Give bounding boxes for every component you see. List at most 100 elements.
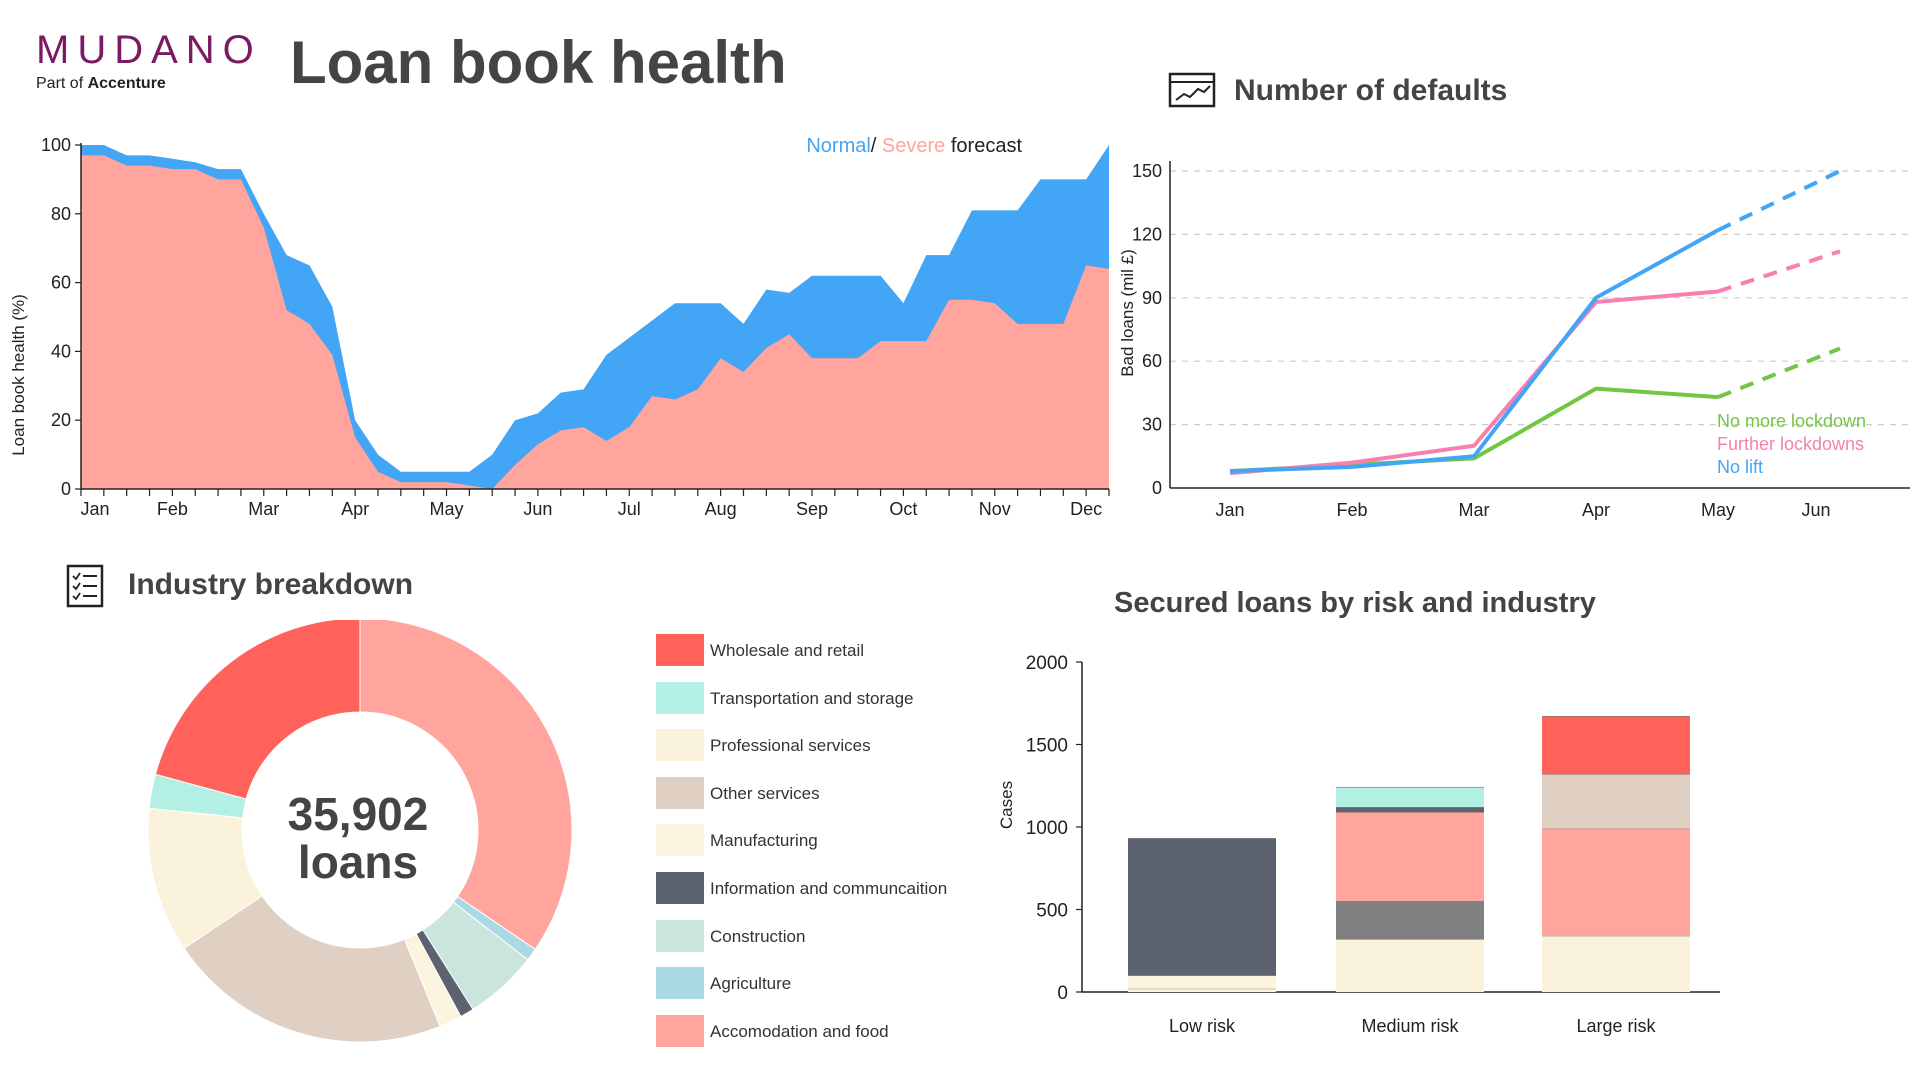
defaults-x-tick-label: Jan [1215,500,1244,520]
industry-donut-chart [147,620,573,1043]
health-y-tick-label: 0 [61,479,71,499]
defaults-x-tick-label: Mar [1459,500,1490,520]
health-x-tick-label: Feb [157,499,188,519]
health-legend-sep: / [871,135,882,157]
health-legend-normal: Normal [806,135,870,157]
health-x-tick-label: Dec [1070,499,1102,519]
legend-label: Construction [710,926,806,946]
health-x-tick-label: Oct [889,499,917,519]
legend-label: Other services [710,783,820,803]
secured-bar-segment [1128,975,1276,989]
secured-x-tick-label: Large risk [1576,1016,1656,1036]
defaults-title: Number of defaults [1234,74,1508,107]
secured-y-tick-label: 500 [1036,901,1068,922]
secured-bar-segment [1542,774,1690,829]
health-x-tick-label: Jan [80,499,109,519]
health-x-tick-label: Apr [341,499,369,519]
health-series-severe [81,155,1109,489]
legend-swatch [656,776,704,809]
secured-bar-segment [1542,935,1690,992]
donut-total-unit: loans [297,836,419,888]
legend-label: Professional services [710,736,871,756]
health-legend: Normal/ Severe forecast [806,135,1022,157]
legend-swatch [656,681,704,714]
defaults-x-tick-label: Jun [1801,500,1830,520]
secured-x-tick-label: Medium risk [1361,1016,1459,1036]
legend-swatch [656,729,704,762]
defaults-series-line [1229,289,1719,476]
donut-slice [359,620,573,951]
secured-bar-segment [1336,939,1484,992]
legend-swatch [656,967,704,1000]
health-x-tick-label: May [430,499,464,519]
legend-label: Accomodation and food [710,1021,889,1041]
secured-bar-segment [1336,901,1484,940]
defaults-series-forecast [1717,346,1841,399]
secured-bar-segment [1336,812,1484,902]
legend-label: Agriculture [710,974,792,994]
health-legend-severe: Severe [882,135,945,157]
defaults-x-tick-label: Apr [1582,500,1610,520]
defaults-series-forecast [1717,169,1841,232]
secured-y-axis-label: Cases [997,781,1016,829]
brand-tagline-prefix: Part of [36,75,88,92]
legend-swatch [656,824,704,857]
legend-label: Transportation and storage [710,688,914,708]
health-area-chart: 0 20 40 60 80 100 Jan Feb Mar Apr May Jun Jul Aug Sep O… [9,135,1110,519]
legend-swatch [656,1014,704,1047]
legend-label: Information and communcaition [710,879,948,898]
defaults-y-axis-label: Bad loans (mil £) [1118,249,1137,377]
page-title: Loan book health [290,29,787,96]
defaults-series-forecast [1717,249,1841,294]
defaults-legend-label: No lift [1717,457,1763,477]
donut-total: 35,902 loans [258,790,458,886]
secured-x-tick-label: Low risk [1169,1016,1236,1036]
health-y-tick-label: 20 [51,410,71,430]
defaults-series-line [1229,386,1719,474]
secured-bar-segment [1336,787,1484,808]
health-x-tick-label: Nov [979,499,1011,519]
legend-swatch [656,872,704,904]
defaults-y-tick-label: 150 [1132,161,1162,181]
defaults-y-tick-label: 0 [1152,478,1162,498]
defaults-legend-label: No more lockdown [1717,411,1866,431]
health-y-tick-label: 100 [41,135,71,155]
health-y-tick-label: 40 [51,341,71,361]
donut-slice [183,895,441,1043]
defaults-series-line [1229,228,1719,474]
defaults-y-tick-label: 120 [1132,224,1162,244]
industry-title: Industry breakdown [128,568,414,601]
secured-bar-segment [1542,716,1690,775]
secured-bar-segment [1542,828,1690,936]
checklist-icon [66,564,104,608]
legend-swatch [656,634,704,666]
donut-slice [154,620,361,800]
defaults-y-tick-label: 60 [1142,351,1162,371]
health-y-axis-label: Loan book health (%) [9,294,28,456]
secured-bar-segment [1128,838,1276,976]
legend-swatch [656,919,704,952]
health-x-tick-label: Jul [618,499,641,519]
defaults-y-tick-label: 90 [1142,288,1162,308]
secured-y-tick-label: 1500 [1026,736,1068,757]
secured-y-tick-label: 2000 [1026,653,1068,674]
defaults-x-tick-label: Feb [1336,500,1367,520]
line-chart-icon [1168,72,1216,108]
health-x-tick-label: Sep [796,499,828,519]
secured-y-tick-label: 0 [1057,983,1068,1004]
secured-y-tick-label: 1000 [1026,818,1068,839]
legend-label: Wholesale and retail [710,641,865,660]
donut-total-number: 35,902 [287,788,429,840]
defaults-y-tick-label: 30 [1142,415,1162,435]
health-y-tick-label: 60 [51,273,71,293]
brand-logo: MUDANO [36,28,262,72]
health-x-tick-label: Aug [705,499,737,519]
brand-tagline-company: Accenture [87,75,166,92]
health-y-tick-label: 80 [51,204,71,224]
secured-bar-chart: 0 500 1000 1500 2000 Low risk Medium risk Large… [997,653,1720,1036]
defaults-x-tick-label: May [1701,500,1735,520]
health-legend-suffix: forecast [945,135,1022,157]
defaults-legend-label: Further lockdowns [1717,434,1864,454]
secured-bar-segment [1128,988,1276,992]
secured-title: Secured loans by risk and industry [1114,587,1596,619]
